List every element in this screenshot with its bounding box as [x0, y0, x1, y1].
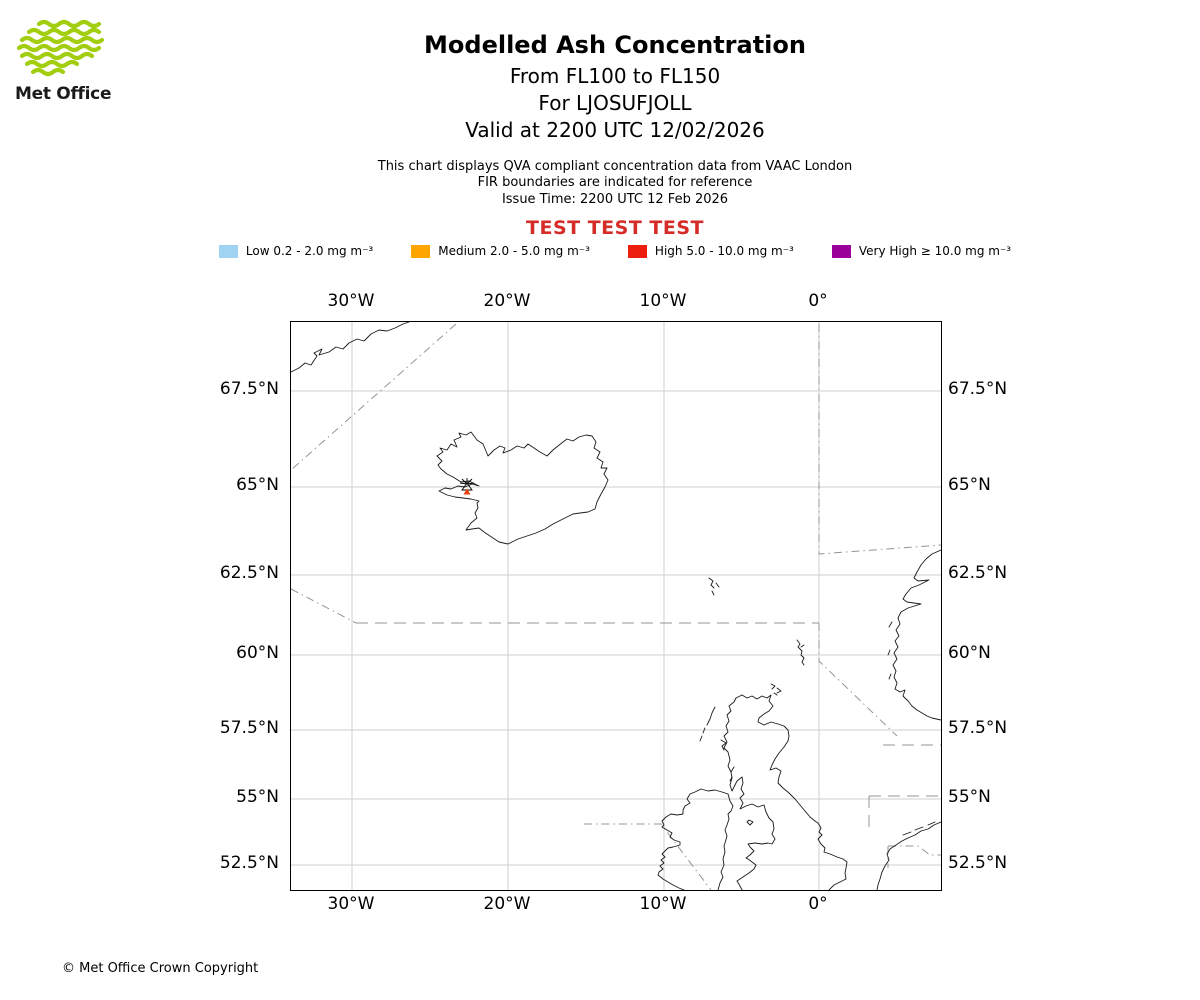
coast-iceland — [436, 431, 609, 545]
legend-swatch-low — [218, 244, 238, 258]
lon-tick-bottom-0: 0° — [808, 894, 828, 914]
subtitle-volcano: For LJOSUFJOLL — [538, 91, 692, 115]
lon-tick-top-20w: 20°W — [483, 291, 531, 311]
legend-item-high: High 5.0 - 10.0 mg m⁻³ — [627, 244, 794, 258]
subtitle-valid-time: Valid at 2200 UTC 12/02/2026 — [465, 118, 765, 142]
lat-tick-left-62-5n: 62.5°N — [219, 563, 279, 583]
lon-tick-top-30w: 30°W — [327, 291, 375, 311]
info-issue-time: Issue Time: 2200 UTC 12 Feb 2026 — [501, 192, 729, 207]
coast-netherlands — [876, 821, 941, 890]
coast-faroes — [708, 577, 720, 596]
coast-hebrides — [699, 706, 735, 782]
ash-concentration-marker — [463, 488, 471, 495]
coast-norway-skerries — [887, 621, 893, 680]
lat-tick-left-57-5n: 57.5°N — [219, 718, 279, 738]
legend-item-medium: Medium 2.0 - 5.0 mg m⁻³ — [411, 244, 590, 258]
legend-swatch-medium — [411, 244, 431, 258]
lat-tick-right-55n: 55°N — [948, 787, 991, 807]
subtitle-flight-levels: From FL100 to FL150 — [509, 64, 721, 88]
coast-greenland — [291, 322, 410, 373]
coast-shetland — [796, 639, 805, 666]
lat-tick-right-60n: 60°N — [948, 643, 991, 663]
lon-tick-bottom-20w: 20°W — [483, 894, 531, 914]
eruption-icon — [459, 478, 475, 485]
concentration-legend: Low 0.2 - 2.0 mg m⁻³ Medium 2.0 - 5.0 mg… — [15, 244, 1200, 258]
lat-tick-left-60n: 60°N — [236, 643, 279, 663]
lon-tick-bottom-30w: 30°W — [327, 894, 375, 914]
coast-britain-east — [741, 694, 848, 890]
volcano-marker — [459, 478, 475, 495]
legend-label-very-high: Very High ≥ 10.0 mg m⁻³ — [858, 244, 1012, 258]
legend-label-low: Low 0.2 - 2.0 mg m⁻³ — [245, 244, 374, 258]
map-frame — [290, 321, 942, 891]
lat-tick-left-52-5n: 52.5°N — [219, 853, 279, 873]
coast-britain-west — [723, 694, 776, 890]
legend-swatch-high — [627, 244, 647, 258]
coast-orkney — [770, 683, 782, 696]
legend-swatch-very-high — [831, 244, 851, 258]
met-office-wave-icon — [16, 19, 105, 77]
info-fir-note: FIR boundaries are indicated for referen… — [477, 175, 753, 190]
graticule-grid — [291, 322, 941, 890]
lon-tick-top-10w: 10°W — [639, 291, 687, 311]
coast-frisian-islands — [902, 821, 936, 836]
lat-tick-left-55n: 55°N — [236, 787, 279, 807]
coast-ireland — [657, 788, 734, 890]
lat-tick-left-65n: 65°N — [236, 475, 279, 495]
lon-tick-top-0: 0° — [808, 291, 828, 311]
lat-tick-right-62-5n: 62.5°N — [948, 563, 1008, 583]
info-qva-source: This chart displays QVA compliant concen… — [377, 159, 853, 174]
copyright-text: © Met Office Crown Copyright — [62, 961, 259, 976]
legend-item-very-high: Very High ≥ 10.0 mg m⁻³ — [831, 244, 1012, 258]
legend-item-low: Low 0.2 - 2.0 mg m⁻³ — [218, 244, 374, 258]
legend-label-high: High 5.0 - 10.0 mg m⁻³ — [654, 244, 794, 258]
page-title: Modelled Ash Concentration — [424, 31, 806, 59]
lat-tick-right-65n: 65°N — [948, 475, 991, 495]
logo-wordmark: Met Office — [15, 84, 112, 104]
met-office-logo: Met Office — [15, 18, 125, 104]
coast-isle-of-man — [746, 819, 754, 826]
test-banner: TEST TEST TEST — [526, 217, 704, 239]
coast-norway — [892, 549, 941, 721]
fir-boundaries — [291, 323, 941, 890]
map-canvas — [291, 322, 941, 890]
lat-tick-right-67-5n: 67.5°N — [948, 379, 1008, 399]
legend-label-medium: Medium 2.0 - 5.0 mg m⁻³ — [438, 244, 590, 258]
lat-tick-left-67-5n: 67.5°N — [219, 379, 279, 399]
lat-tick-right-52-5n: 52.5°N — [948, 853, 1008, 873]
lon-tick-bottom-10w: 10°W — [639, 894, 687, 914]
coastlines — [291, 322, 941, 890]
lat-tick-right-57-5n: 57.5°N — [948, 718, 1008, 738]
